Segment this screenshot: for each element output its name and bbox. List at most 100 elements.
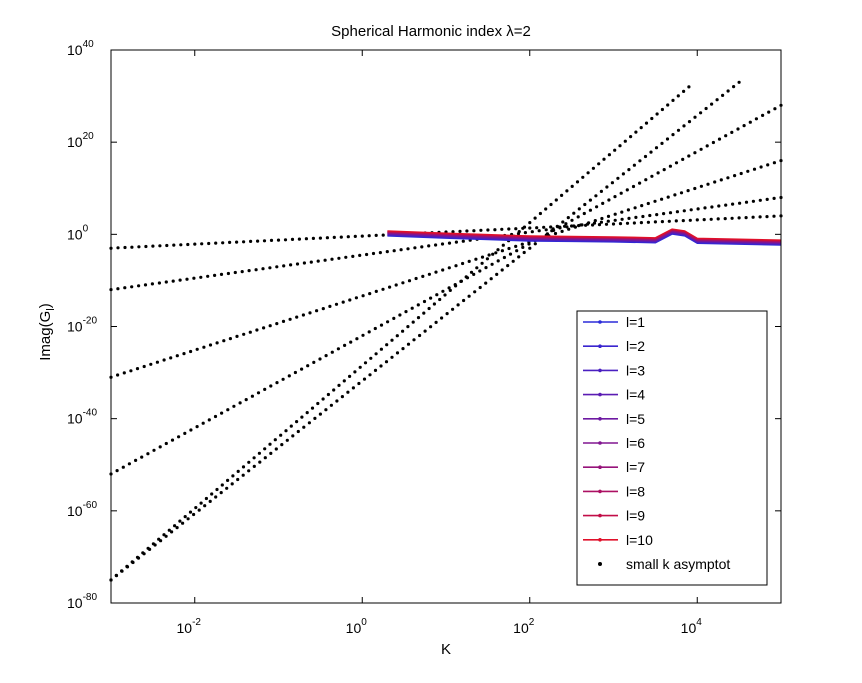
asymptote-point [183, 431, 187, 435]
asymptote-point [693, 151, 697, 155]
asymptote-point [573, 225, 578, 229]
asymptote-point [613, 195, 617, 199]
asymptote-point [434, 243, 438, 247]
asymptote-point [242, 332, 246, 336]
asymptote-point [334, 302, 339, 306]
asymptote-point [522, 250, 526, 255]
asymptote-point [594, 194, 598, 198]
asymptote-point [535, 226, 539, 230]
asymptote-point [175, 354, 179, 358]
asymptote-point [588, 208, 593, 212]
asymptote-point [381, 233, 385, 237]
asymptote-point [164, 441, 168, 446]
asymptote-point [335, 399, 339, 403]
legend-marker [598, 344, 602, 349]
asymptote-point [401, 347, 405, 351]
asymptote-point [257, 451, 261, 455]
asymptote-point [114, 574, 119, 578]
asymptote-point [363, 361, 368, 365]
asymptote-point [307, 421, 311, 425]
asymptote-point [572, 211, 576, 215]
asymptote-point [500, 249, 504, 253]
asymptote-point [634, 130, 638, 134]
asymptote-point [737, 216, 741, 220]
asymptote-point [517, 230, 521, 234]
asymptote-point [353, 234, 357, 238]
asymptote-point [273, 438, 277, 442]
asymptote-point [731, 202, 735, 206]
legend-label: l=6 [626, 435, 645, 451]
asymptote-point [491, 252, 495, 256]
asymptote-point [422, 311, 426, 315]
y-tick-label-exponent: 40 [83, 39, 95, 50]
x-tick-label-exponent: 0 [361, 617, 367, 628]
asymptote-point [625, 188, 629, 192]
legend-label: l=3 [626, 362, 645, 378]
asymptote-point [301, 313, 305, 317]
asymptote-point [618, 144, 622, 148]
asymptote-point [308, 311, 312, 315]
asymptote-point [613, 218, 617, 222]
asymptote-point [706, 182, 710, 186]
asymptote-point [565, 189, 569, 193]
asymptote-point [250, 394, 254, 398]
asymptote-point [406, 325, 410, 329]
y-axis-label-subscript: l [45, 308, 57, 310]
asymptote-point [554, 198, 558, 202]
asymptote-point [304, 237, 308, 241]
asymptote-point [487, 253, 491, 257]
asymptote-point [732, 85, 736, 89]
series-line [387, 228, 782, 241]
asymptote-point [318, 236, 322, 240]
asymptote-point [730, 216, 734, 220]
asymptote-point [625, 221, 630, 225]
legend-marker [598, 489, 602, 494]
asymptote-point [427, 306, 431, 311]
asymptote-point [199, 275, 203, 279]
asymptote-point [354, 296, 358, 300]
asymptote-point [123, 245, 127, 250]
asymptote-point [285, 438, 289, 442]
asymptote-point [123, 286, 127, 290]
asymptote-point [297, 237, 301, 241]
legend: l=1 l=2 l=3 l=4 l=5 l=6 l=7 l=8 l=9 l=10 small k a… [576, 310, 768, 586]
asymptote-point [687, 120, 692, 124]
asymptote-point [671, 133, 675, 137]
asymptote-point [597, 223, 602, 227]
asymptote-point [269, 238, 274, 242]
asymptote-point [715, 98, 719, 102]
asymptote-point [479, 228, 483, 232]
asymptote-point [249, 239, 253, 243]
asymptote-point [699, 111, 703, 115]
asymptote-point [633, 206, 637, 210]
asymptote-point [199, 501, 203, 505]
asymptote-point [583, 202, 587, 207]
asymptote-point [226, 271, 230, 276]
legend-marker [598, 368, 602, 373]
asymptote-point [493, 228, 497, 232]
asymptote-point [533, 216, 537, 220]
asymptote-point [751, 215, 755, 219]
asymptote-point [289, 263, 293, 267]
asymptote-point [261, 267, 265, 271]
asymptote-point [131, 560, 135, 565]
asymptote-point [222, 339, 226, 343]
asymptote-point [305, 411, 309, 415]
y-tick-label-exponent: -20 [83, 316, 98, 327]
asymptote-point [290, 237, 295, 241]
asymptote-point [204, 496, 208, 501]
asymptote-point [593, 219, 597, 223]
asymptote-point [351, 386, 355, 390]
asymptote-point [723, 217, 727, 221]
asymptote-point [489, 277, 493, 281]
asymptote-point [125, 565, 130, 569]
asymptote-point [586, 171, 590, 175]
asymptote-point [170, 530, 174, 534]
asymptote-point [406, 247, 410, 251]
asymptote-point [339, 235, 343, 239]
asymptote-point [427, 272, 431, 276]
asymptote-point [549, 225, 553, 229]
asymptote-point [494, 251, 498, 255]
asymptote-point [507, 227, 511, 231]
asymptote-point [385, 343, 389, 347]
